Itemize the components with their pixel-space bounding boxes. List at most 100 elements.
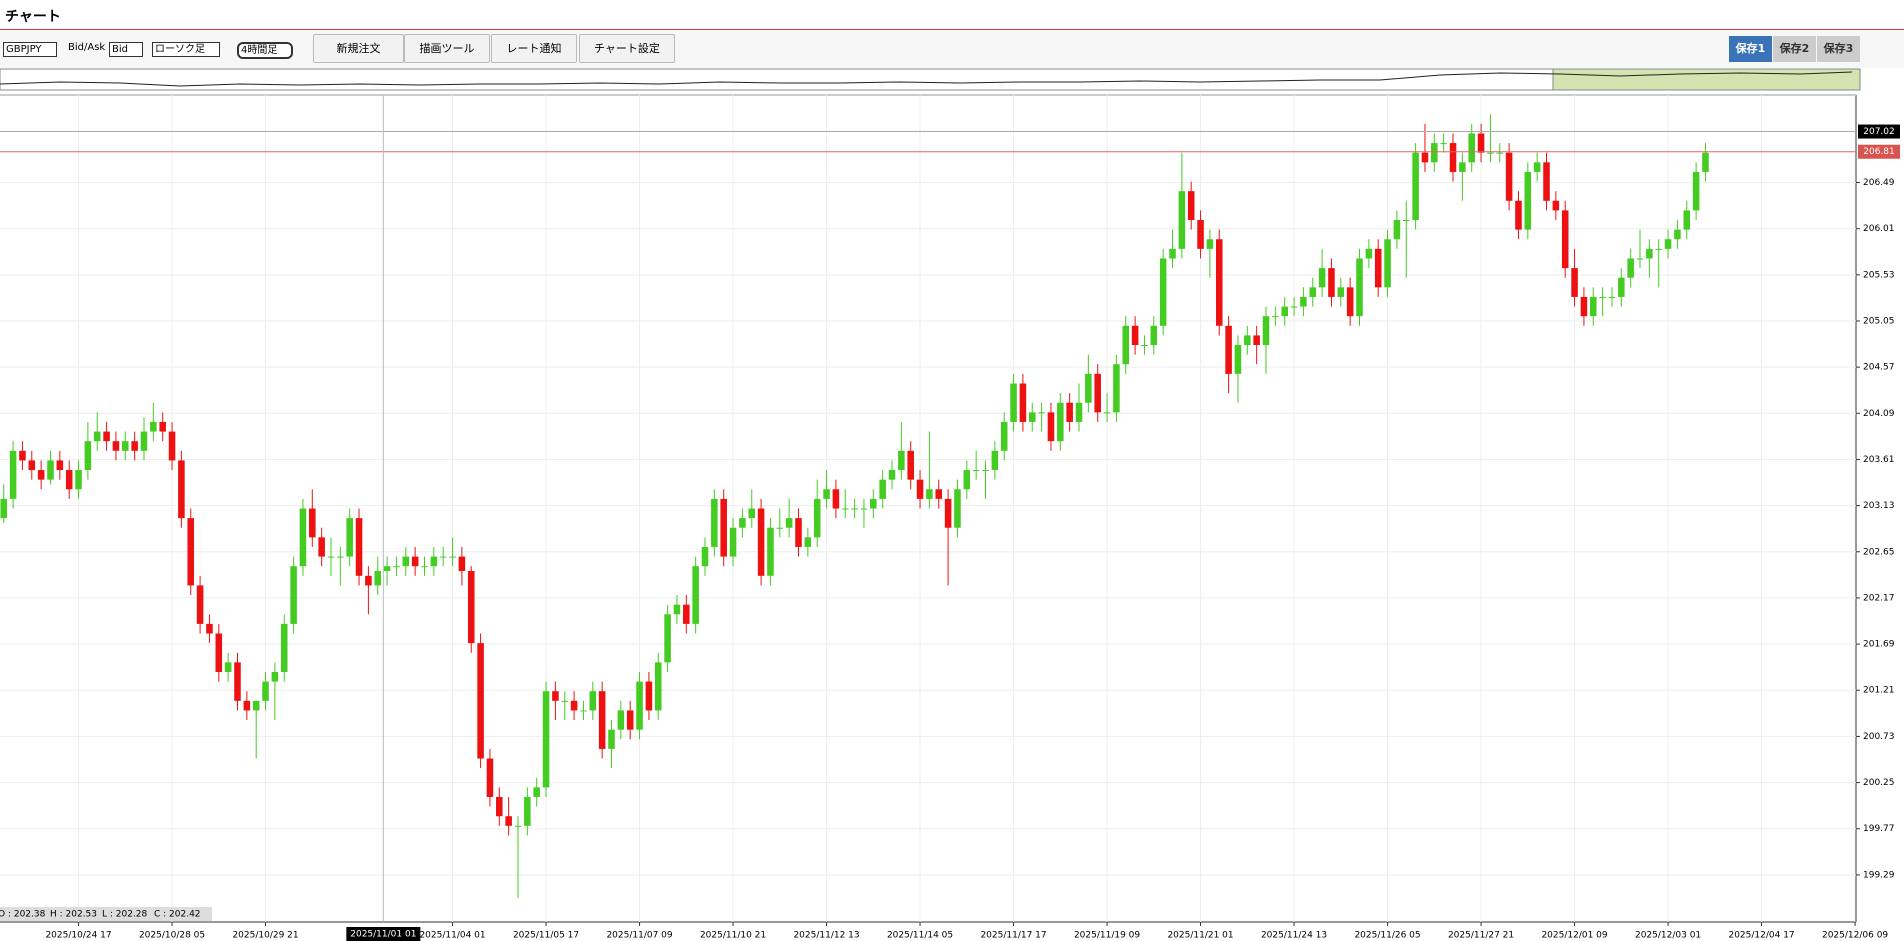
candle-body bbox=[570, 700, 578, 711]
candle-body bbox=[692, 566, 699, 624]
candle-body bbox=[1085, 373, 1092, 403]
candle-body bbox=[1159, 258, 1167, 326]
candle-body bbox=[561, 700, 569, 702]
ohlc-text: O : 202.38 bbox=[0, 910, 46, 920]
candle-body bbox=[1515, 200, 1522, 230]
candle-body bbox=[75, 470, 82, 490]
candle-body bbox=[1618, 277, 1625, 297]
candle-body bbox=[140, 431, 148, 451]
candle-body bbox=[916, 479, 924, 499]
candle-body bbox=[1702, 152, 1709, 172]
candle-body bbox=[402, 556, 410, 567]
candle-body bbox=[1552, 200, 1560, 211]
chart-settings-button[interactable]: チャート設定 bbox=[579, 34, 675, 63]
candle-body bbox=[496, 796, 503, 817]
x-tick-label: 2025/11/07 09 bbox=[606, 931, 672, 941]
y-tick-label: 199.29 bbox=[1863, 870, 1895, 880]
symbol-select[interactable]: GBPJPY bbox=[3, 42, 57, 57]
ohlc-text: C : 202.42 bbox=[154, 910, 201, 920]
x-tick-label: 2025/11/19 09 bbox=[1074, 931, 1140, 941]
x-tick-label: 2025/10/29 21 bbox=[232, 931, 298, 941]
x-tick-label: 2025/11/24 13 bbox=[1261, 931, 1327, 941]
candle-body bbox=[776, 527, 784, 529]
ohlc-text: H : 202.53 bbox=[50, 910, 97, 920]
x-tick-label: 2025/11/14 05 bbox=[887, 931, 953, 941]
ohlc-box bbox=[0, 907, 212, 921]
candle-body bbox=[963, 470, 971, 490]
candle-body bbox=[93, 431, 101, 442]
candle-body bbox=[421, 566, 428, 568]
title: チャート bbox=[5, 9, 61, 25]
candle-body bbox=[1487, 152, 1494, 154]
candle-body bbox=[486, 758, 494, 797]
candle-body bbox=[1421, 152, 1429, 163]
candle-body bbox=[19, 450, 26, 461]
rate-alert-button[interactable]: レート通知 bbox=[491, 34, 577, 63]
save-2-button[interactable]: 保存2 bbox=[1773, 36, 1816, 62]
candle-body bbox=[150, 421, 157, 432]
x-tick-label: 2025/12/01 09 bbox=[1541, 931, 1607, 941]
candle-body bbox=[813, 498, 821, 538]
save-3-button[interactable]: 保存3 bbox=[1817, 36, 1860, 62]
period-select[interactable]: 4時間足 bbox=[237, 42, 294, 59]
candle-body bbox=[823, 489, 830, 499]
candle-body bbox=[1057, 402, 1064, 442]
candle-body bbox=[430, 556, 438, 567]
candle-body bbox=[1580, 296, 1588, 317]
candle-body bbox=[841, 508, 849, 510]
candle-body bbox=[1010, 383, 1017, 422]
candle-body bbox=[458, 556, 466, 572]
x-tick-label: 2025/11/04 01 bbox=[419, 931, 485, 941]
candle-body bbox=[888, 470, 896, 480]
y-tick-label: 203.61 bbox=[1863, 455, 1895, 465]
candle-body bbox=[280, 623, 288, 672]
candle-body bbox=[879, 479, 886, 499]
price-label-box bbox=[1858, 144, 1900, 159]
candle-body bbox=[1571, 268, 1578, 297]
candle-body bbox=[84, 441, 92, 471]
candle-body bbox=[851, 508, 858, 510]
candle-body bbox=[393, 566, 400, 568]
price-label-box bbox=[1858, 124, 1900, 139]
new-order-button[interactable]: 新規注文 bbox=[313, 34, 404, 63]
y-tick-label: 202.65 bbox=[1863, 547, 1895, 557]
x-tick-label: 2025/12/06 09 bbox=[1822, 931, 1888, 941]
save-1-button[interactable]: 保存1 bbox=[1729, 36, 1772, 62]
candle-body bbox=[1272, 316, 1279, 318]
candle-body bbox=[785, 518, 793, 528]
candle-body bbox=[1281, 306, 1288, 317]
candle-body bbox=[131, 441, 138, 451]
candle-body bbox=[346, 518, 353, 557]
side-select[interactable]: Bid bbox=[109, 42, 143, 57]
candle-body bbox=[112, 441, 120, 451]
candle-body bbox=[1000, 421, 1008, 451]
candle-body bbox=[654, 662, 662, 711]
candle-body bbox=[1683, 210, 1691, 230]
candle-body bbox=[1206, 239, 1214, 249]
chart-type-select[interactable]: ローソク足 bbox=[152, 42, 220, 57]
crosshair-label: 2025/11/01 01 bbox=[350, 930, 416, 940]
candle-body bbox=[196, 585, 204, 624]
candle-body bbox=[832, 489, 840, 509]
candle-body bbox=[514, 825, 522, 827]
y-tick-label: 200.73 bbox=[1863, 732, 1895, 742]
candle-body bbox=[1365, 248, 1373, 259]
candle-body bbox=[1131, 325, 1139, 346]
draw-tool-button[interactable]: 描画ツール bbox=[404, 34, 490, 63]
candle-body bbox=[37, 470, 45, 480]
candle-body bbox=[1440, 143, 1447, 145]
candle-body bbox=[299, 508, 307, 567]
candle-body bbox=[1150, 325, 1158, 346]
candle-body bbox=[1477, 133, 1485, 153]
x-tick-label: 2025/11/26 05 bbox=[1354, 931, 1420, 941]
candle-body bbox=[1608, 296, 1616, 298]
y-tick-label: 203.13 bbox=[1863, 501, 1895, 511]
candle-body bbox=[860, 508, 868, 510]
y-tick-label: 201.21 bbox=[1863, 686, 1895, 696]
candle-body bbox=[580, 710, 587, 712]
candle-body bbox=[383, 566, 391, 572]
candle-body bbox=[374, 571, 382, 586]
candle-body bbox=[1384, 239, 1391, 288]
candle-body bbox=[982, 470, 989, 472]
